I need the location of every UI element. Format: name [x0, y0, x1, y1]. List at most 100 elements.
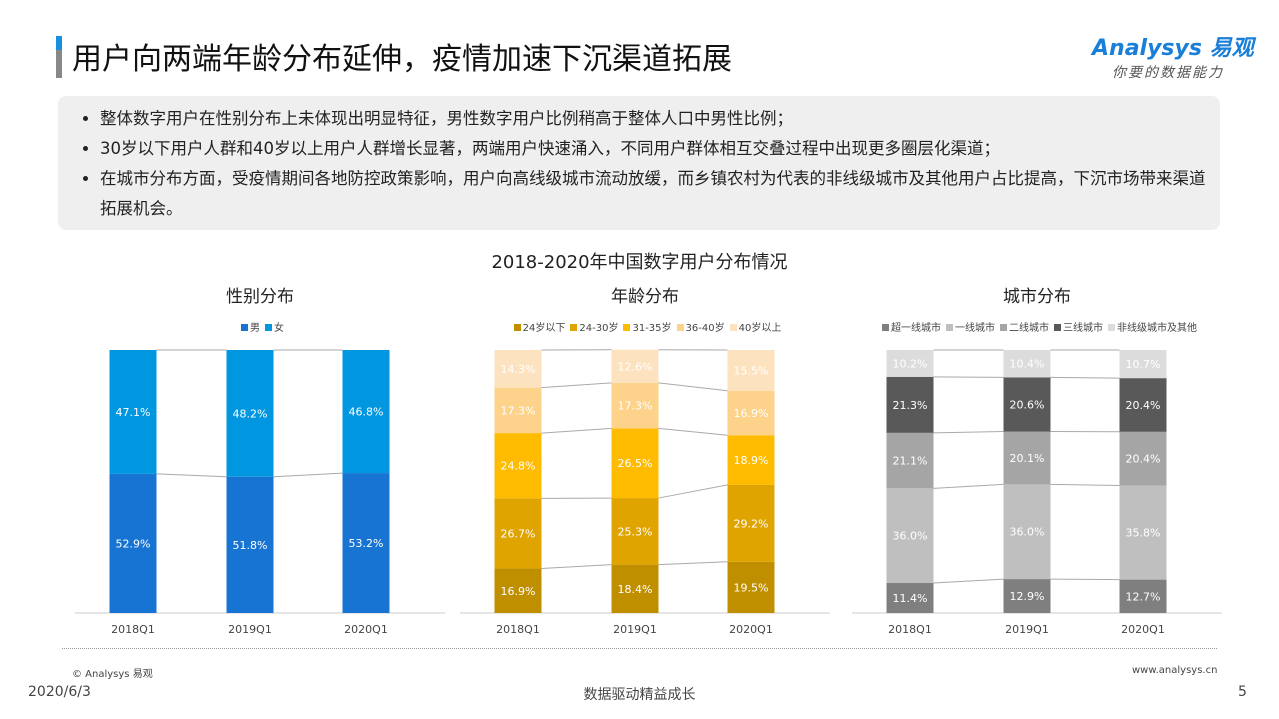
legend-swatch	[241, 324, 248, 331]
bar-segment	[109, 473, 157, 613]
data-label: 10.2%	[893, 357, 928, 370]
bar-segment	[1119, 431, 1167, 486]
website: www.analysys.cn	[1132, 665, 1218, 676]
city-legend: 超一线城市 一线城市 二线城市 三线城市 非线级城市及其他	[852, 319, 1222, 334]
summary-box: 整体数字用户在性别分布上未体现出明显特征，男性数字用户比例稍高于整体人口中男性比…	[58, 96, 1220, 230]
bar-segment	[1003, 484, 1051, 580]
legend-label: 一线城市	[955, 323, 995, 334]
data-label: 20.6%	[1010, 398, 1045, 411]
data-label: 17.3%	[618, 400, 653, 413]
bar-segment	[494, 498, 542, 569]
gender-chart: 52.9% 47.1% 2018Q1 51.8% 48.2% 2019Q1 53.2% 46.…	[75, 349, 445, 636]
date: 2020/6/3	[28, 684, 91, 700]
data-label: 15.5%	[734, 364, 769, 377]
gender-chart-title: 性别分布	[226, 287, 294, 307]
legend-swatch	[946, 324, 953, 331]
x-tick-label: 2018Q1	[888, 623, 932, 636]
city-chart-title: 城市分布	[1003, 287, 1071, 307]
note-item: 30岁以下用户人群和40岁以上用户人群增长显著，两端用户快速涌入，不同用户群体相…	[100, 134, 1220, 164]
bar-segment	[1003, 431, 1051, 485]
data-label: 25.3%	[618, 525, 653, 538]
bar-segment	[886, 350, 934, 377]
charts-title: 2018-2020年中国数字用户分布情况	[491, 252, 788, 273]
bar-segment	[494, 433, 542, 499]
legend-label: 男	[250, 323, 260, 334]
bar-segment	[727, 390, 775, 436]
bar-segment	[109, 350, 157, 474]
x-tick-label: 2019Q1	[228, 623, 272, 636]
series-connector	[273, 472, 343, 478]
x-tick-label: 2019Q1	[1005, 623, 1049, 636]
x-tick-label: 2020Q1	[1121, 623, 1165, 636]
data-label: 10.7%	[1126, 358, 1161, 371]
data-label: 12.9%	[1010, 590, 1045, 603]
legend-label: 二线城市	[1009, 323, 1049, 334]
legend-label: 24-30岁	[579, 323, 619, 334]
logo: Analysys 易观 你要的数据能力	[1092, 30, 1254, 82]
age-legend: 24岁以下 24-30岁 31-35岁 36-40岁 40岁以上	[460, 319, 830, 334]
bar-segment	[1119, 350, 1167, 379]
data-label: 36.0%	[893, 530, 928, 543]
legend-swatch	[1000, 324, 1007, 331]
slogan: 数据驱动精益成长	[583, 687, 696, 703]
bar-segment	[886, 376, 934, 433]
bar-segment	[611, 564, 659, 613]
legend-label: 31-35岁	[632, 323, 672, 334]
note-item: 在城市分布方面，受疫情期间各地防控政策影响，用户向高线级城市流动放缓，而乡镇农村…	[100, 164, 1220, 224]
bar-segment	[886, 583, 934, 613]
bar-segment	[727, 350, 775, 391]
data-label: 20.4%	[1126, 399, 1161, 412]
series-connector	[658, 561, 728, 566]
bar-segment	[611, 349, 659, 383]
data-label: 47.1%	[116, 406, 151, 419]
x-tick-label: 2019Q1	[613, 623, 657, 636]
legend-label: 三线城市	[1063, 323, 1103, 334]
footer-divider	[62, 648, 1217, 649]
bar-segment	[886, 432, 934, 489]
logo-main: Analysys 易观	[1092, 36, 1254, 61]
legend-label: 非线级城市及其他	[1117, 323, 1197, 334]
data-label: 35.8%	[1126, 527, 1161, 540]
data-label: 21.1%	[893, 455, 928, 468]
x-tick-label: 2018Q1	[496, 623, 540, 636]
legend-swatch	[729, 324, 737, 331]
data-label: 48.2%	[233, 407, 268, 420]
data-label: 51.8%	[233, 539, 268, 552]
data-label: 14.3%	[501, 363, 536, 376]
age-chart: 16.9% 26.7% 24.8% 17.3% 14.3% 2018Q1 18.4% 25.3…	[460, 349, 830, 636]
legend-swatch	[570, 324, 578, 331]
series-connector	[658, 382, 728, 392]
logo-tagline: 你要的数据能力	[1112, 65, 1224, 81]
bar-segment	[342, 350, 390, 474]
title-accent-bar	[56, 36, 62, 78]
series-connector	[541, 382, 612, 389]
bar-segment	[1119, 485, 1167, 580]
data-label: 36.0%	[1010, 526, 1045, 539]
bar-segment	[1003, 350, 1051, 378]
note-item: 整体数字用户在性别分布上未体现出明显特征，男性数字用户比例稍高于整体人口中男性比…	[100, 104, 1220, 134]
data-label: 12.7%	[1126, 590, 1161, 603]
data-label: 29.2%	[734, 517, 769, 530]
legend-label: 女	[274, 323, 284, 334]
data-label: 52.9%	[116, 537, 151, 550]
data-label: 12.6%	[618, 360, 653, 373]
legend-label: 36-40岁	[685, 323, 725, 334]
legend-label: 超一线城市	[891, 323, 941, 334]
data-label: 26.7%	[501, 527, 536, 540]
legend-swatch	[882, 324, 889, 331]
bar-segment	[1003, 377, 1051, 432]
series-connector	[933, 431, 1004, 434]
bar-segment	[1119, 579, 1167, 613]
bar-segment	[342, 473, 390, 613]
series-connector	[1050, 376, 1120, 379]
legend-swatch	[513, 324, 521, 331]
data-label: 18.9%	[734, 454, 769, 467]
series-connector	[658, 484, 728, 499]
data-label: 24.8%	[501, 460, 536, 473]
bar-segment	[494, 387, 542, 434]
data-label: 20.4%	[1126, 453, 1161, 466]
bar-segment	[611, 382, 659, 429]
legend-swatch	[1108, 324, 1115, 331]
data-label: 26.5%	[618, 457, 653, 470]
series-connector	[933, 483, 1004, 489]
